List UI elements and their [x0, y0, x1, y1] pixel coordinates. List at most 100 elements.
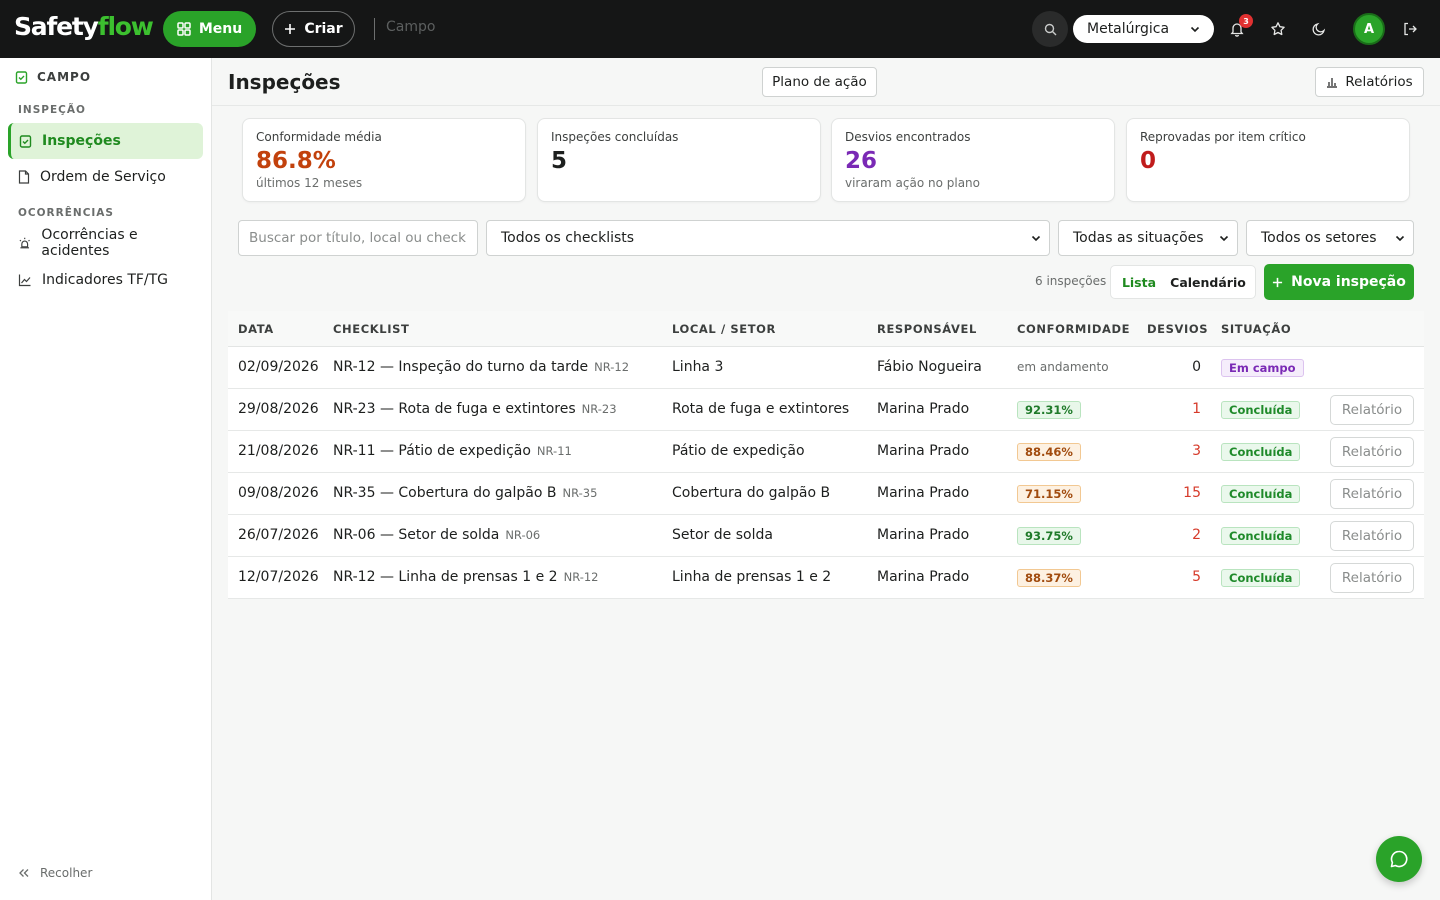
- row-date: 21/08/2026: [238, 443, 319, 459]
- create-button[interactable]: Criar: [272, 11, 355, 47]
- sidebar-item-inspecoes[interactable]: Inspeções: [8, 123, 203, 159]
- star-icon: [1271, 22, 1285, 36]
- table-row[interactable]: 26/07/2026 NR-06 — Setor de solda NR-06 Set…: [228, 515, 1424, 557]
- kpi-card-desvios: Desvios encontrados 26 viraram ação no p…: [831, 118, 1115, 202]
- view-calendar-tab[interactable]: Calendário: [1170, 274, 1246, 290]
- kpi-card-reprovadas: Reprovadas por item crítico 0: [1126, 118, 1410, 202]
- theme-toggle-button[interactable]: [1307, 17, 1331, 41]
- column-header-responsavel[interactable]: RESPONSÁVEL: [877, 322, 977, 336]
- table-row[interactable]: 21/08/2026 NR-11 — Pátio de expedição NR-1…: [228, 431, 1424, 473]
- avatar[interactable]: A: [1353, 13, 1385, 45]
- inspections-table: DATA CHECKLIST LOCAL / SETOR RESPONSÁVEL…: [228, 311, 1424, 599]
- row-responsavel: Marina Prado: [877, 485, 970, 501]
- siren-icon: [19, 237, 30, 249]
- view-toggle: Lista Calendário: [1110, 265, 1256, 299]
- kpi-label: Desvios encontrados: [845, 130, 971, 144]
- logout-button[interactable]: [1398, 17, 1422, 41]
- column-header-checklist[interactable]: CHECKLIST: [333, 322, 410, 336]
- row-conformidade: em andamento: [1017, 360, 1109, 374]
- favorites-button[interactable]: [1266, 17, 1290, 41]
- column-header-local[interactable]: LOCAL / SETOR: [672, 322, 776, 336]
- column-header-situacao[interactable]: SITUAÇÃO: [1221, 322, 1292, 336]
- status-filter-select[interactable]: Todas as situações: [1058, 220, 1238, 256]
- row-desvios: 2: [1192, 527, 1201, 543]
- report-button[interactable]: Relatório: [1330, 437, 1414, 467]
- clipboard-check-icon: [15, 71, 28, 84]
- row-nr-tag: NR-12: [594, 360, 630, 374]
- sector-filter-select[interactable]: Todos os setores: [1246, 220, 1414, 256]
- kpi-value: 5: [551, 148, 568, 174]
- row-date: 02/09/2026: [238, 359, 319, 375]
- chat-button[interactable]: [1376, 836, 1422, 882]
- row-local: Rota de fuga e extintores: [672, 401, 850, 417]
- report-button[interactable]: Relatório: [1330, 521, 1414, 551]
- kpi-label: Inspeções concluídas: [551, 130, 679, 144]
- kpi-value: 86.8%: [256, 148, 336, 174]
- select-value: Todos os setores: [1261, 230, 1377, 246]
- table-row[interactable]: 29/08/2026 NR-23 — Rota de fuga e extinto…: [228, 389, 1424, 431]
- action-plan-button[interactable]: Plano de ação: [762, 67, 877, 97]
- table-row[interactable]: 12/07/2026 NR-12 — Linha de prensas 1 e 2…: [228, 557, 1424, 599]
- reports-button[interactable]: Relatórios: [1315, 67, 1424, 97]
- row-conformidade-badge: 88.37%: [1017, 569, 1081, 587]
- logo-text-flow: flow: [97, 12, 154, 41]
- reports-label: Relatórios: [1345, 74, 1413, 90]
- row-checklist[interactable]: NR-23 — Rota de fuga e extintores NR-23: [333, 401, 617, 417]
- grid-icon: [177, 22, 191, 36]
- collapse-label: Recolher: [40, 866, 93, 880]
- row-checklist[interactable]: NR-06 — Setor de solda NR-06: [333, 527, 540, 543]
- report-button[interactable]: Relatório: [1330, 395, 1414, 425]
- row-checklist[interactable]: NR-35 — Cobertura do galpão B NR-35: [333, 485, 597, 501]
- top-bar: Safety flow Menu Criar Campo Metalúrgica …: [0, 0, 1440, 58]
- select-value: Todos os checklists: [501, 230, 635, 246]
- row-nr-tag: NR-06: [505, 528, 541, 542]
- row-checklist[interactable]: NR-11 — Pátio de expedição NR-11: [333, 443, 572, 459]
- table-body: 02/09/2026 NR-12 — Inspeção do turno da t…: [228, 347, 1424, 599]
- sidebar-item-label: Ordem de Serviço: [40, 169, 166, 185]
- row-checklist-title: NR-35 — Cobertura do galpão B: [333, 485, 557, 501]
- row-local: Linha 3: [672, 359, 724, 375]
- new-inspection-button[interactable]: Nova inspeção: [1264, 264, 1414, 300]
- safetyflow-logo[interactable]: Safety flow: [14, 12, 154, 44]
- line-chart-icon: [18, 274, 31, 287]
- sidebar-item-ocorrencias[interactable]: Ocorrências e acidentes: [8, 225, 203, 261]
- row-nr-tag: NR-23: [581, 402, 617, 416]
- logout-icon: [1404, 22, 1417, 36]
- checklist-filter-select[interactable]: Todos os checklists: [486, 220, 1050, 256]
- kpi-sub: últimos 12 meses: [256, 176, 363, 190]
- page-title: Inspeções: [228, 70, 341, 94]
- search-button[interactable]: [1032, 11, 1068, 47]
- kpi-value: 0: [1140, 148, 1157, 174]
- breadcrumb[interactable]: Campo: [386, 19, 436, 35]
- bar-chart-icon: [1327, 78, 1338, 88]
- row-responsavel: Marina Prado: [877, 401, 970, 417]
- view-list-tab[interactable]: Lista: [1121, 274, 1157, 290]
- sidebar-item-indicadores[interactable]: Indicadores TF/TG: [8, 262, 203, 298]
- menu-button[interactable]: Menu: [163, 11, 256, 47]
- column-header-date[interactable]: DATA: [238, 322, 274, 336]
- topbar-divider: [374, 18, 375, 40]
- column-header-desvios[interactable]: DESVIOS: [1147, 322, 1209, 336]
- search-input[interactable]: [238, 220, 478, 256]
- kpi-label: Conformidade média: [256, 130, 382, 144]
- row-checklist[interactable]: NR-12 — Linha de prensas 1 e 2 NR-12: [333, 569, 599, 585]
- moon-icon: [1312, 22, 1326, 36]
- row-checklist[interactable]: NR-12 — Inspeção do turno da tarde NR-12: [333, 359, 629, 375]
- row-nr-tag: NR-12: [563, 570, 599, 584]
- column-header-conformidade[interactable]: CONFORMIDADE: [1017, 322, 1131, 336]
- status-badge: Em campo: [1221, 359, 1304, 377]
- collapse-sidebar-button[interactable]: Recolher: [18, 866, 92, 880]
- report-button[interactable]: Relatório: [1330, 479, 1414, 509]
- company-select[interactable]: Metalúrgica: [1073, 15, 1214, 43]
- kpi-card-conformidade: Conformidade média 86.8% últimos 12 mese…: [242, 118, 526, 202]
- kpi-label: Reprovadas por item crítico: [1140, 130, 1306, 144]
- row-desvios: 1: [1192, 401, 1201, 417]
- table-row[interactable]: 02/09/2026 NR-12 — Inspeção do turno da t…: [228, 347, 1424, 389]
- report-button[interactable]: Relatório: [1330, 563, 1414, 593]
- document-icon: [18, 170, 30, 184]
- sidebar-item-label: Ocorrências e acidentes: [41, 227, 138, 259]
- row-desvios: 15: [1183, 485, 1201, 501]
- sidebar-item-ordem-servico[interactable]: Ordem de Serviço: [8, 159, 203, 195]
- sidebar-item-label: Indicadores TF/TG: [42, 272, 169, 288]
